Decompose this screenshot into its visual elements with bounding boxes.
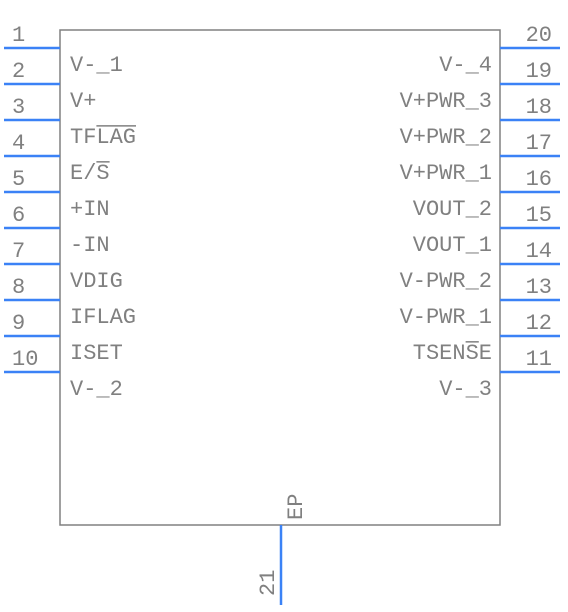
pin-number: 18 [526,95,552,120]
pin-label: VOUT_1 [413,233,492,258]
pin-label: TFLAG [70,125,136,150]
pin-label: V+ [70,89,96,114]
pin-number: 4 [12,131,25,156]
pin-number: 12 [526,311,552,336]
pin-number: 7 [12,239,25,264]
pin-number: 5 [12,167,25,192]
pin-number: 11 [526,347,552,372]
pin-number: 17 [526,131,552,156]
pin-label: V-_3 [439,377,492,402]
pin-label: V+PWR_3 [400,89,492,114]
pin-number: 21 [256,570,281,596]
pin-label: V-_4 [439,53,492,78]
pin-label: V-PWR_1 [400,305,492,330]
pin-number: 10 [12,347,38,372]
pin-label: VOUT_2 [413,197,492,222]
pin-label: TSENSE [413,341,492,366]
pin-label: V-_1 [70,53,123,78]
pin-number: 20 [526,23,552,48]
pin-number: 13 [526,275,552,300]
pin-number: 3 [12,95,25,120]
pin-label: -IN [70,233,110,258]
pin-label: V-_2 [70,377,123,402]
pin-number: 9 [12,311,25,336]
pin-label: E/S [70,161,110,186]
pin-label: ISET [70,341,123,366]
pin-number: 14 [526,239,552,264]
pin-label: V+PWR_1 [400,161,492,186]
pin-label: V-PWR_2 [400,269,492,294]
pin-number: 8 [12,275,25,300]
pin-label: IFLAG [70,305,136,330]
pin-number: 1 [12,23,25,48]
pin-label: VDIG [70,269,123,294]
pin-label: EP [284,494,309,520]
pin-number: 15 [526,203,552,228]
pin-label: +IN [70,197,110,222]
pin-number: 16 [526,167,552,192]
pin-number: 6 [12,203,25,228]
pin-number: 2 [12,59,25,84]
pin-number: 19 [526,59,552,84]
pin-label: V+PWR_2 [400,125,492,150]
chip-pinout-diagram: 1 V-_1 2 V+ 3 TFLAG 4 E/S 5 +IN 6 -IN 7 VDIG 8 IFLAG 9 IS… [0,0,568,612]
